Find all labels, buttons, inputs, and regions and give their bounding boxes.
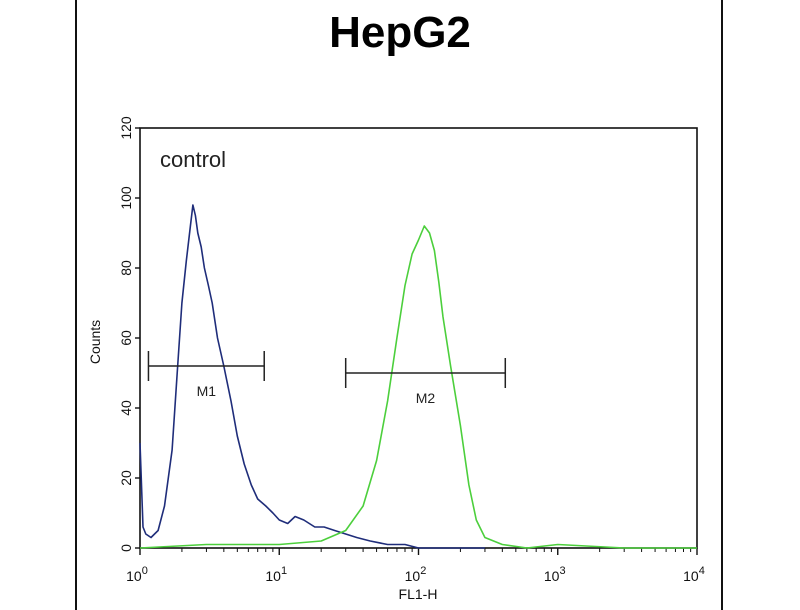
x-tick-label: 102	[405, 565, 427, 584]
marker-layer: M1 M2	[147, 351, 507, 406]
x-axis-label: FL1-H	[399, 586, 438, 600]
annotation-control: control	[160, 147, 226, 172]
y-tick-label: 0	[118, 544, 134, 552]
x-tick-label: 104	[683, 565, 705, 584]
y-tick-label: 20	[118, 470, 134, 486]
plot-area	[139, 127, 698, 549]
x-tick-label: 101	[265, 565, 287, 584]
y-tick-label: 120	[118, 116, 134, 140]
y-axis: 0 20 40 60 80 100 120	[118, 116, 140, 552]
x-tick-label: 100	[126, 565, 148, 584]
gate-m2-label: M2	[416, 390, 436, 406]
x-tick-label: 103	[544, 565, 566, 584]
histogram-series-1	[139, 204, 485, 549]
x-axis: 100 101 102 103 104	[126, 548, 705, 584]
y-tick-label: 80	[118, 260, 134, 276]
series-layer	[139, 204, 697, 549]
image-frame	[75, 0, 723, 610]
y-tick-label: 40	[118, 400, 134, 416]
chart-title: HepG2	[329, 8, 471, 57]
y-tick-label: 60	[118, 330, 134, 346]
y-tick-label: 100	[118, 186, 134, 210]
gate-m1-label: M1	[197, 383, 217, 399]
histogram-series-2	[139, 225, 697, 549]
y-axis-label: Counts	[87, 320, 103, 364]
